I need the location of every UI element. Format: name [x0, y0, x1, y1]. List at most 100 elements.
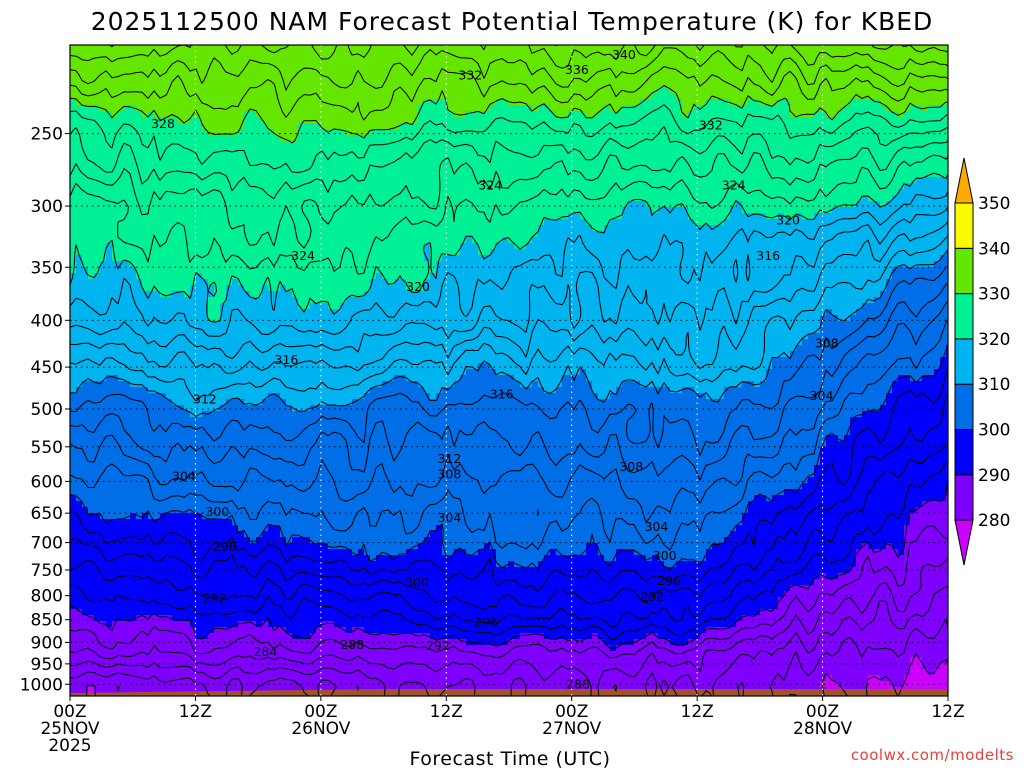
- theta-fill-cell: [892, 387, 948, 394]
- theta-fill-cell: [598, 549, 617, 556]
- contour-label: 308: [815, 335, 839, 350]
- theta-fill-cell: [802, 483, 948, 490]
- credit-link[interactable]: coolwx.com/modelts: [851, 746, 1014, 764]
- theta-fill-cell: [490, 249, 947, 256]
- theta-fill-cell: [118, 375, 395, 382]
- theta-fill-cell: [352, 627, 365, 634]
- theta-fill-cell: [256, 111, 419, 118]
- theta-fill-cell: [904, 543, 948, 550]
- colorbar-segment: [954, 247, 974, 295]
- theta-fill-cell: [262, 291, 293, 298]
- theta-fill-cell: [904, 525, 948, 532]
- theta-fill-cell: [70, 663, 911, 670]
- contour-label: 312: [437, 451, 461, 466]
- theta-fill-cell: [262, 621, 269, 628]
- theta-fill-cell: [70, 231, 539, 238]
- theta-fill-cell: [814, 579, 948, 586]
- theta-fill-cell: [250, 291, 263, 298]
- theta-fill-cell: [736, 525, 905, 532]
- theta-fill-cell: [292, 537, 311, 544]
- theta-fill-cell: [70, 579, 815, 586]
- theta-fill-cell: [190, 411, 203, 418]
- theta-fill-cell: [508, 639, 605, 646]
- chart-title: 2025112500 NAM Forecast Potential Temper…: [91, 7, 934, 36]
- theta-fill-cell: [868, 543, 887, 550]
- theta-fill-cell: [424, 387, 443, 394]
- colorbar-label: 330: [978, 285, 1010, 305]
- theta-fill-cell: [70, 651, 948, 658]
- theta-fill-cell: [910, 519, 948, 526]
- theta-fill-cell: [94, 615, 137, 622]
- theta-fill-cell: [826, 435, 839, 442]
- theta-fill-cell: [70, 645, 611, 652]
- theta-fill-cell: [598, 111, 683, 118]
- theta-fill-cell: [70, 549, 353, 556]
- theta-fill-cell: [172, 291, 185, 298]
- theta-fill-cell: [286, 399, 353, 406]
- theta-fill-cell: [82, 381, 131, 388]
- theta-fill-cell: [886, 543, 893, 550]
- theta-fill-cell: [130, 513, 137, 520]
- theta-fill-cell: [442, 537, 725, 544]
- theta-fill-cell: [70, 603, 779, 610]
- theta-fill-cell: [70, 153, 948, 160]
- theta-fill-cell: [70, 189, 899, 196]
- theta-fill-cell: [856, 201, 881, 208]
- theta-fill-cell: [208, 315, 221, 322]
- theta-fill-cell: [436, 393, 599, 400]
- theta-fill-cell: [76, 255, 83, 262]
- theta-fill-cell: [886, 201, 948, 208]
- y-tick-label: 850: [31, 611, 63, 631]
- theta-fill-cell: [70, 111, 113, 118]
- theta-fill-cell: [796, 345, 947, 352]
- theta-fill-cell: [766, 495, 773, 502]
- theta-fill-cell: [208, 129, 239, 136]
- theta-fill-cell: [772, 495, 947, 502]
- colorbar-label: 320: [978, 330, 1010, 350]
- theta-fill-cell: [202, 273, 377, 280]
- theta-fill-cell: [220, 309, 827, 316]
- theta-fill-cell: [766, 213, 779, 220]
- theta-fill-cell: [148, 111, 155, 118]
- theta-fill-cell: [202, 117, 245, 124]
- contour-label: 316: [490, 386, 514, 401]
- theta-fill-cell: [70, 657, 911, 664]
- theta-fill-cell: [646, 633, 659, 640]
- theta-fill-cell: [850, 417, 948, 424]
- theta-fill-cell: [646, 201, 737, 208]
- theta-fill-cell: [70, 441, 827, 448]
- theta-fill-cell: [70, 555, 371, 562]
- colorbar-label: 310: [978, 375, 1010, 395]
- theta-fill-cell: [394, 279, 407, 286]
- x-tick-label: 12Z: [179, 702, 212, 722]
- theta-fill-cell: [826, 111, 839, 118]
- y-tick-label: 800: [31, 587, 63, 607]
- theta-fill-cell: [784, 489, 947, 496]
- theta-fill-cell: [904, 183, 948, 190]
- theta-fill-cell: [766, 375, 899, 382]
- theta-fill-cell: [940, 663, 948, 670]
- theta-fill-cell: [70, 285, 143, 292]
- contour-label: 320: [776, 212, 800, 227]
- theta-fill-cell: [70, 447, 821, 454]
- theta-fill-cell: [454, 381, 521, 388]
- theta-fill-cell: [778, 213, 785, 220]
- theta-fill-cell: [880, 201, 887, 208]
- theta-fill-cell: [70, 207, 623, 214]
- theta-fill-cell: [682, 387, 695, 394]
- theta-fill-cell: [592, 225, 605, 232]
- contour-label: 288: [340, 637, 364, 652]
- theta-fill-cell: [394, 375, 407, 382]
- theta-fill-cell: [70, 51, 948, 58]
- theta-fill-cell: [760, 99, 779, 106]
- theta-fill-cell: [724, 393, 887, 400]
- theta-fill-cell: [70, 273, 89, 280]
- theta-fill-cell: [568, 213, 581, 220]
- theta-fill-cell: [70, 423, 851, 430]
- theta-fill-cell: [682, 105, 695, 112]
- theta-fill-cell: [244, 285, 263, 292]
- theta-fill-cell: [70, 291, 161, 298]
- theta-fill-cell: [70, 303, 209, 310]
- theta-fill-cell: [136, 105, 419, 112]
- theta-fill-cell: [508, 561, 515, 568]
